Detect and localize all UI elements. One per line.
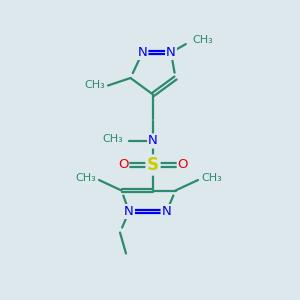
Text: O: O xyxy=(178,158,188,172)
Text: CH₃: CH₃ xyxy=(192,35,213,45)
Text: CH₃: CH₃ xyxy=(75,172,96,183)
Text: O: O xyxy=(118,158,128,172)
Text: N: N xyxy=(162,205,171,218)
Text: N: N xyxy=(138,46,147,59)
Text: CH₃: CH₃ xyxy=(102,134,123,144)
Text: CH₃: CH₃ xyxy=(201,172,222,183)
Text: S: S xyxy=(147,156,159,174)
Text: CH₃: CH₃ xyxy=(84,80,105,91)
Text: N: N xyxy=(166,46,176,59)
Text: N: N xyxy=(124,205,134,218)
Text: N: N xyxy=(148,134,158,148)
